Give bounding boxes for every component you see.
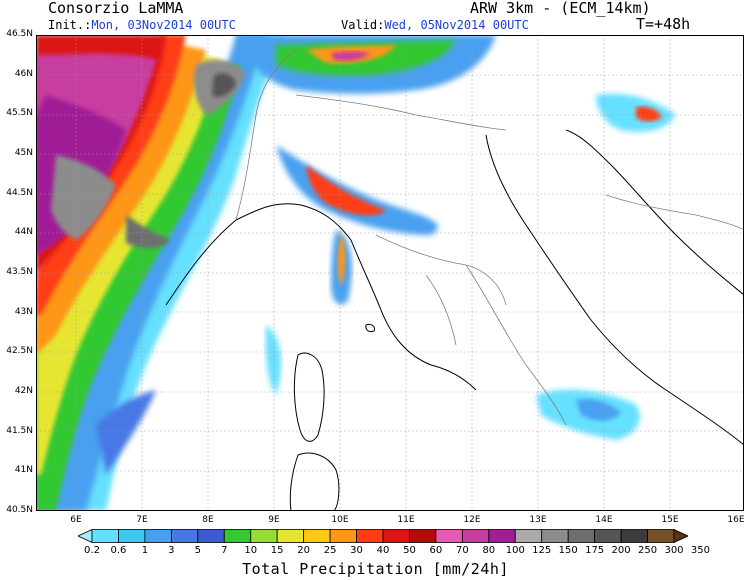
lat-label: 45.5N <box>6 108 33 119</box>
lead-time: T=+48h <box>636 15 691 33</box>
lat-label: 43N <box>14 306 33 317</box>
colorbar-swatch <box>541 529 569 543</box>
colorbar-swatch <box>620 529 648 543</box>
lat-label: 42N <box>14 386 33 396</box>
colorbar-level-label: 350 <box>690 545 710 556</box>
precipitation-map <box>36 35 744 511</box>
colorbar-level-label: 7 <box>221 545 228 556</box>
lon-label: 9E <box>268 515 280 525</box>
colorbar-swatch <box>303 529 331 543</box>
lon-label: 7E <box>136 515 148 525</box>
lon-label: 15E <box>661 515 679 525</box>
colorbar-swatch <box>435 529 463 543</box>
colorbar-level-label: 25 <box>323 545 337 556</box>
colorbar-level-label: 50 <box>403 545 416 556</box>
org-title: Consorzio LaMMA <box>48 0 184 17</box>
colorbar-level-label: 300 <box>664 545 684 556</box>
colorbar-swatch <box>118 529 146 543</box>
lon-label: 8E <box>202 515 214 525</box>
colorbar-level-label: 0.2 <box>84 545 100 556</box>
lat-label: 42.5N <box>6 346 33 357</box>
colorbar-level-label: 5 <box>194 545 201 556</box>
colorbar <box>78 529 688 544</box>
colorbar-swatch <box>329 529 357 543</box>
colorbar-swatch <box>276 529 305 543</box>
colorbar-level-label: 70 <box>455 545 469 556</box>
colorbar-level-label: 100 <box>505 545 525 556</box>
colorbar-swatch <box>647 529 675 543</box>
colorbar-level-label: 250 <box>637 545 658 556</box>
colorbar-level-label: 125 <box>532 545 552 556</box>
lat-label: 46.5N <box>6 29 33 39</box>
lat-label: 41N <box>14 465 33 476</box>
valid-label: Valid: <box>341 18 385 32</box>
colorbar-title: Total Precipitation [mm/24h] <box>242 560 509 578</box>
lon-label: 16E <box>727 515 745 525</box>
valid-value: Wed, 05Nov2014 00UTC <box>384 18 529 32</box>
colorbar-level-label: 3 <box>168 545 175 556</box>
lat-label: 44.5N <box>6 187 33 198</box>
valid-line: Valid:Wed, 05Nov2014 00UTC <box>341 19 529 32</box>
init-label: Init.: <box>48 18 92 32</box>
lat-label: 41.5N <box>6 425 33 436</box>
colorbar-swatch <box>673 529 688 544</box>
lon-label: 11E <box>397 515 415 525</box>
colorbar-swatch <box>250 529 278 543</box>
colorbar-level-label: 80 <box>482 545 496 556</box>
colorbar-level-label: 15 <box>270 545 284 556</box>
coastlines <box>165 129 744 511</box>
lat-label: 43.5N <box>6 267 33 277</box>
lon-label: 6E <box>70 515 82 525</box>
colorbar-swatch <box>514 529 543 543</box>
colorbar-level-label: 60 <box>429 545 443 556</box>
colorbar-swatch <box>488 529 516 543</box>
init-line: Init.:Mon, 03Nov2014 00UTC <box>48 19 236 32</box>
colorbar-swatch <box>144 529 172 543</box>
colorbar-swatch <box>91 529 119 543</box>
lat-label: 45N <box>14 148 33 158</box>
lat-label: 46N <box>14 68 33 79</box>
colorbar-level-label: 175 <box>585 545 605 556</box>
colorbar-swatch <box>409 529 437 543</box>
colorbar-swatch <box>223 529 252 543</box>
borders <box>235 49 744 426</box>
lat-label: 40.5N <box>6 505 33 515</box>
model-title: ARW 3km - (ECM_14km) <box>470 0 651 17</box>
colorbar-level-label: 0.6 <box>110 545 127 556</box>
lat-lon-grid <box>36 35 744 511</box>
colorbar-swatch <box>461 529 490 543</box>
lon-label: 10E <box>331 515 349 525</box>
colorbar-level-label: 10 <box>244 545 258 556</box>
colorbar-level-label: 150 <box>558 545 578 556</box>
colorbar-swatch <box>567 529 596 543</box>
colorbar-level-label: 40 <box>376 545 390 556</box>
lon-label: 14E <box>595 515 613 525</box>
colorbar-level-label: 200 <box>611 545 631 556</box>
lon-label: 12E <box>463 515 481 525</box>
colorbar-level-label: 30 <box>350 545 363 556</box>
colorbar-swatch <box>382 529 410 543</box>
colorbar-swatch <box>170 529 199 543</box>
init-value: Mon, 03Nov2014 00UTC <box>91 18 236 32</box>
colorbar-swatch <box>594 529 622 543</box>
colorbar-swatch <box>197 529 225 543</box>
colorbar-swatch <box>356 529 384 543</box>
lat-label: 44N <box>14 227 33 238</box>
lon-label: 13E <box>529 515 547 525</box>
colorbar-level-label: 1 <box>141 545 149 556</box>
colorbar-level-label: 20 <box>297 545 310 556</box>
colorbar-swatch <box>78 529 93 544</box>
